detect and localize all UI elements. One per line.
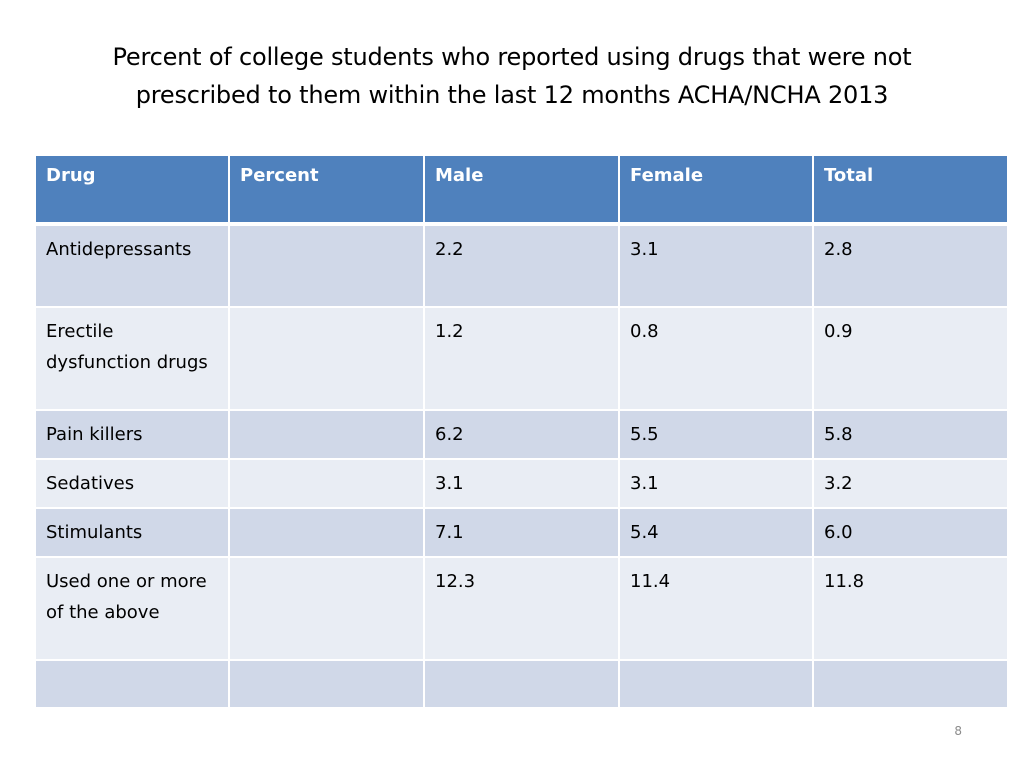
cell-female: 0.8 xyxy=(618,306,814,411)
cell-total: 0.9 xyxy=(812,306,1009,411)
cell-female: 11.4 xyxy=(618,556,814,661)
cell-female xyxy=(618,659,814,709)
cell-male xyxy=(423,659,620,709)
table-row: Pain killers 6.2 5.5 5.8 xyxy=(34,409,1009,460)
table-row xyxy=(34,659,1009,709)
cell-total xyxy=(812,659,1009,709)
cell-male: 12.3 xyxy=(423,556,620,661)
table-row: Used one or more of the above 12.3 11.4 … xyxy=(34,556,1009,661)
title-line-2: prescribed to them within the last 12 mo… xyxy=(135,81,889,109)
cell-male: 3.1 xyxy=(423,458,620,509)
table-row: Stimulants 7.1 5.4 6.0 xyxy=(34,507,1009,558)
cell-drug: Antidepressants xyxy=(34,223,230,308)
drug-use-table: Drug Percent Male Female Total Antidepre… xyxy=(34,154,1009,709)
cell-female: 3.1 xyxy=(618,458,814,509)
cell-total: 2.8 xyxy=(812,223,1009,308)
cell-female: 5.5 xyxy=(618,409,814,460)
cell-drug: Sedatives xyxy=(34,458,230,509)
cell-percent xyxy=(228,223,425,308)
table-header-row: Drug Percent Male Female Total xyxy=(34,154,1009,226)
cell-female: 5.4 xyxy=(618,507,814,558)
slide-number: 8 xyxy=(954,724,962,738)
slide-title: Percent of college students who reported… xyxy=(40,38,984,114)
header-drug: Drug xyxy=(34,154,230,226)
cell-percent xyxy=(228,507,425,558)
cell-percent xyxy=(228,409,425,460)
header-percent: Percent xyxy=(228,154,425,226)
cell-total: 11.8 xyxy=(812,556,1009,661)
cell-drug: Pain killers xyxy=(34,409,230,460)
cell-drug: Stimulants xyxy=(34,507,230,558)
table-row: Erectile dysfunction drugs 1.2 0.8 0.9 xyxy=(34,306,1009,411)
cell-drug xyxy=(34,659,230,709)
cell-percent xyxy=(228,556,425,661)
header-female: Female xyxy=(618,154,814,226)
table-row: Sedatives 3.1 3.1 3.2 xyxy=(34,458,1009,509)
cell-male: 7.1 xyxy=(423,507,620,558)
cell-percent xyxy=(228,306,425,411)
cell-total: 3.2 xyxy=(812,458,1009,509)
cell-drug: Used one or more of the above xyxy=(34,556,230,661)
cell-female: 3.1 xyxy=(618,223,814,308)
cell-percent xyxy=(228,458,425,509)
table-row: Antidepressants 2.2 3.1 2.8 xyxy=(34,223,1009,308)
cell-total: 6.0 xyxy=(812,507,1009,558)
cell-drug: Erectile dysfunction drugs xyxy=(34,306,230,411)
cell-male: 2.2 xyxy=(423,223,620,308)
header-male: Male xyxy=(423,154,620,226)
cell-percent xyxy=(228,659,425,709)
cell-male: 6.2 xyxy=(423,409,620,460)
cell-total: 5.8 xyxy=(812,409,1009,460)
header-total: Total xyxy=(812,154,1009,226)
cell-male: 1.2 xyxy=(423,306,620,411)
title-line-1: Percent of college students who reported… xyxy=(112,43,912,71)
